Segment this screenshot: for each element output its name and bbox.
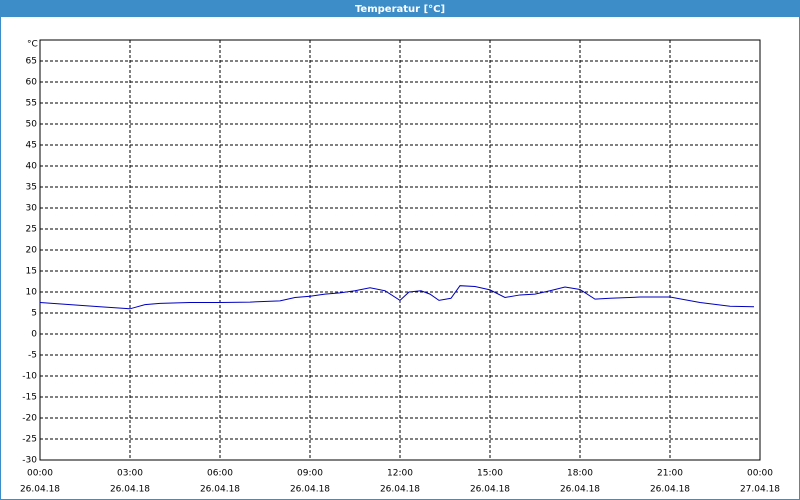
y-tick-label: -5: [28, 351, 37, 361]
x-tick-date: 26.04.18: [110, 485, 150, 495]
y-tick-label: 0: [31, 330, 37, 340]
x-tick-date: 26.04.18: [290, 485, 330, 495]
x-tick-label: 12:00: [387, 469, 413, 479]
y-tick-label: 60: [26, 78, 38, 88]
y-tick-label: 15: [26, 267, 37, 277]
x-tick-date: 26.04.18: [200, 485, 240, 495]
y-tick-label: 35: [26, 183, 37, 193]
y-tick-label: 10: [26, 288, 38, 298]
y-tick-label: -30: [22, 456, 37, 466]
y-tick-label: -25: [22, 435, 37, 445]
x-tick-label: 06:00: [207, 469, 233, 479]
y-tick-label: -15: [22, 393, 37, 403]
x-tick-date: 26.04.18: [470, 485, 510, 495]
plot-frame: [39, 39, 761, 461]
y-axis-label: °C: [27, 40, 38, 50]
y-tick-label: 40: [26, 162, 38, 172]
x-tick-label: 15:00: [477, 469, 503, 479]
y-tick-label: 5: [31, 309, 37, 319]
x-tick-label: 00:00: [27, 469, 53, 479]
x-tick-label: 09:00: [297, 469, 323, 479]
x-tick-date: 26.04.18: [20, 485, 60, 495]
y-tick-label: 50: [26, 120, 38, 130]
y-tick-label: 55: [26, 99, 37, 109]
y-tick-label: -10: [22, 372, 37, 382]
x-tick-date: 26.04.18: [560, 485, 600, 495]
y-tick-label: 20: [26, 246, 38, 256]
y-tick-label: 30: [26, 204, 38, 214]
x-tick-label: 18:00: [567, 469, 593, 479]
y-tick-label: 25: [26, 225, 37, 235]
y-tick-label: 65: [26, 57, 37, 67]
x-tick-date: 27.04.18: [740, 485, 780, 495]
x-tick-label: 03:00: [117, 469, 143, 479]
y-tick-label: -20: [22, 414, 37, 424]
x-tick-date: 26.04.18: [380, 485, 420, 495]
data-line: [39, 285, 755, 310]
x-tick-label: 21:00: [657, 469, 683, 479]
chart-title: Temperatur [°C]: [355, 4, 445, 15]
x-tick-label: 00:00: [747, 469, 773, 479]
y-tick-label: 45: [26, 141, 37, 151]
title-bar: [0, 0, 800, 17]
x-tick-date: 26.04.18: [650, 485, 690, 495]
